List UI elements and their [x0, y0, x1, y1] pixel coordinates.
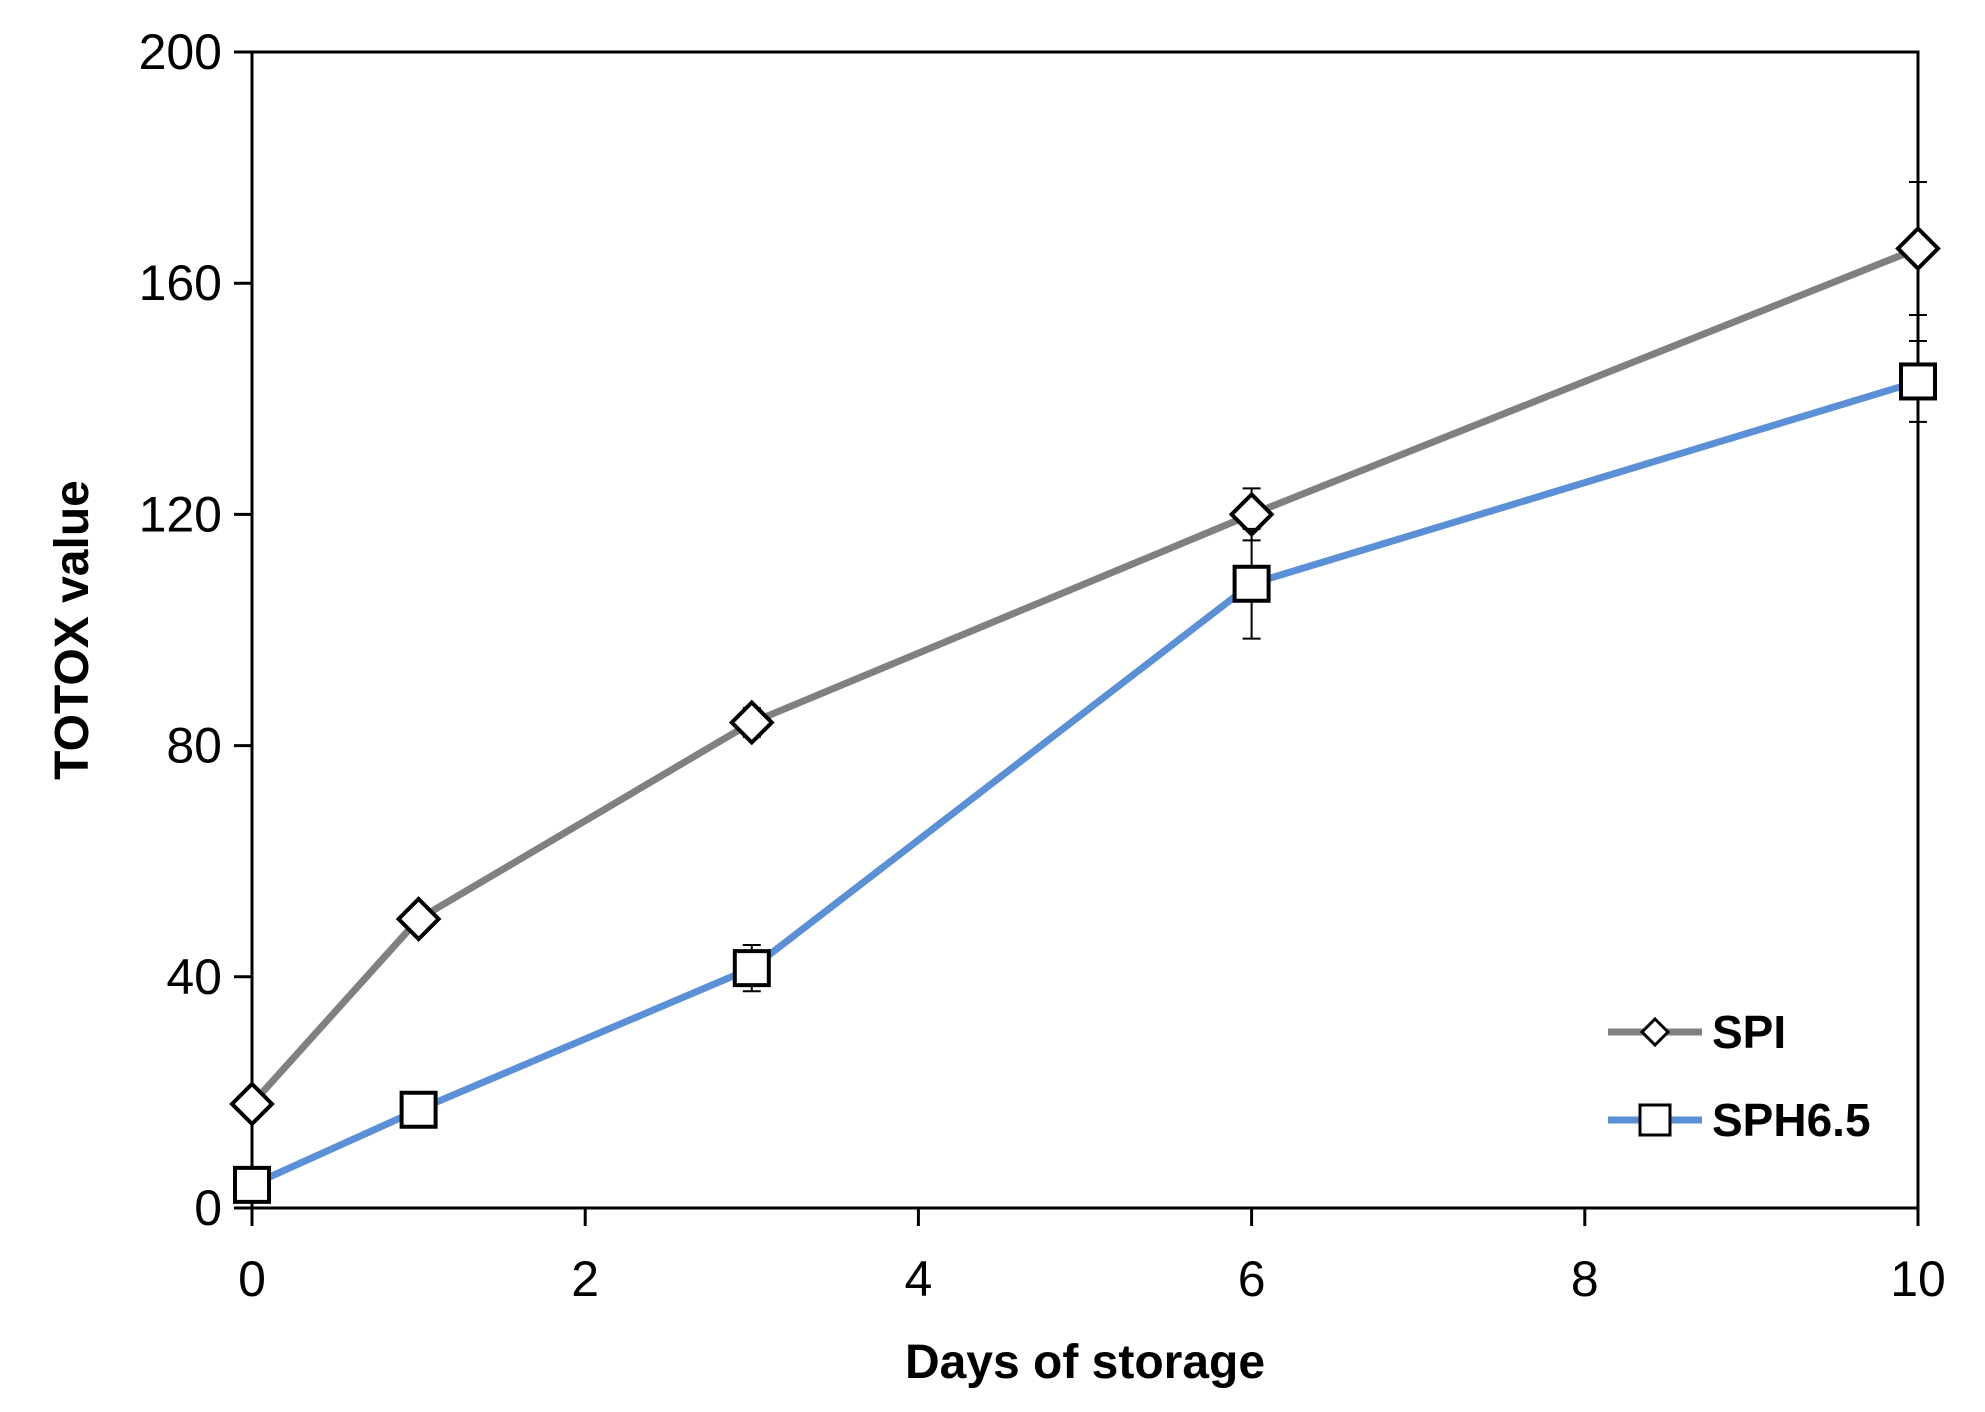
x-tick-label: 4 [904, 1251, 932, 1307]
series-sph6-5 [233, 340, 1937, 1204]
legend: SPI SPH6.5 [1608, 1006, 1871, 1146]
legend-item: SPI [1608, 1006, 1786, 1058]
legend-item: SPH6.5 [1608, 1094, 1871, 1146]
series-line [250, 378, 1920, 1189]
data-point [1899, 362, 1937, 401]
series-spi [229, 181, 1941, 1127]
data-point [229, 1081, 275, 1127]
y-tick-label: 80 [166, 718, 222, 774]
x-tick-label: 0 [238, 1251, 266, 1307]
legend-label: SPI [1712, 1006, 1786, 1058]
y-tick-label: 160 [139, 255, 222, 311]
plot-frame [250, 50, 1920, 1210]
data-point [728, 699, 775, 746]
x-tick-label: 8 [1571, 1251, 1599, 1307]
series-layer [229, 181, 1941, 1204]
y-axis-title: TOTOX value [46, 480, 99, 780]
legend-marker [1639, 1016, 1671, 1048]
series-line [249, 245, 1920, 1107]
data-point [395, 896, 442, 942]
data-point [233, 1165, 271, 1204]
x-tick-label: 2 [571, 1251, 599, 1307]
data-point [1895, 225, 1941, 272]
x-tick-label: 6 [1238, 1251, 1266, 1307]
legend-marker [1638, 1103, 1672, 1137]
y-tick-label: 200 [139, 24, 222, 80]
axes: 0 40 80 120 160 200 0 2 4 6 8 10 [139, 24, 1946, 1307]
x-axis-title: Days of storage [905, 1336, 1265, 1389]
data-point [1232, 564, 1271, 603]
data-point [399, 1090, 438, 1129]
y-tick-label: 120 [139, 486, 222, 542]
x-tick-label: 10 [1890, 1251, 1946, 1307]
y-tick-label: 40 [166, 949, 222, 1005]
data-point [732, 949, 771, 988]
legend-label: SPH6.5 [1712, 1094, 1871, 1146]
y-tick-label: 0 [194, 1180, 222, 1236]
